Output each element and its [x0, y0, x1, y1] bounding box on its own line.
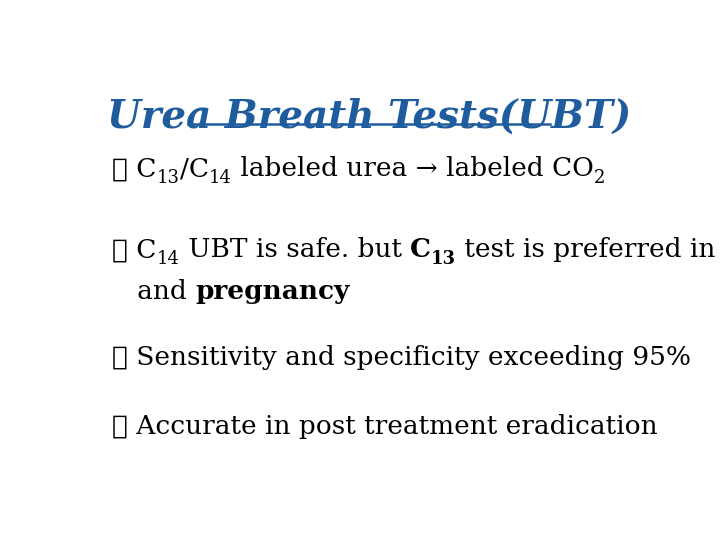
Text: ❑ C: ❑ C	[112, 156, 157, 181]
Text: 13: 13	[431, 250, 456, 268]
Text: ❑ C: ❑ C	[112, 238, 157, 262]
Text: and: and	[112, 279, 195, 304]
Text: labeled urea → labeled CO: labeled urea → labeled CO	[232, 156, 593, 181]
Text: pregnancy: pregnancy	[195, 279, 350, 304]
Text: UBT is safe. but: UBT is safe. but	[179, 238, 410, 262]
Text: 2: 2	[593, 169, 605, 187]
Text: /C: /C	[180, 156, 209, 181]
Text: Urea Breath Tests(UBT): Urea Breath Tests(UBT)	[107, 98, 631, 136]
Text: 13: 13	[157, 169, 180, 187]
Text: 14: 14	[209, 169, 232, 187]
Text: test is preferred in: test is preferred in	[456, 238, 720, 262]
Text: ❑ Accurate in post treatment eradication: ❑ Accurate in post treatment eradication	[112, 414, 658, 439]
Text: ❑ Sensitivity and specificity exceeding 95%: ❑ Sensitivity and specificity exceeding …	[112, 346, 691, 370]
Text: C: C	[410, 238, 431, 262]
Text: 14: 14	[157, 250, 179, 268]
